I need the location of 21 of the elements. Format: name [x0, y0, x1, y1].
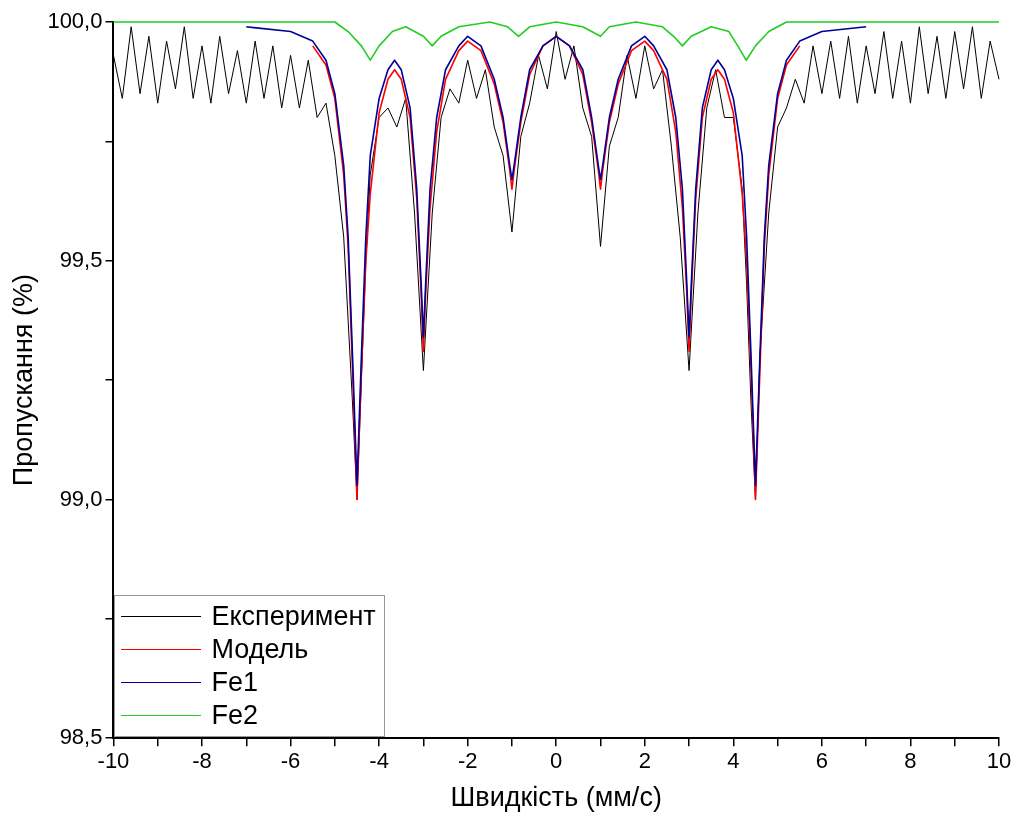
x-tick-label: -2	[457, 748, 478, 774]
x-tick-label: -6	[280, 748, 301, 774]
y-tick-label: 98,5	[59, 724, 103, 750]
x-tick-label: 10	[986, 748, 1012, 774]
x-tick-label: 2	[638, 748, 651, 774]
x-axis-title: Швидкість (мм/с)	[450, 782, 662, 813]
legend-label: Fe1	[211, 666, 258, 700]
x-tick-label: -10	[97, 748, 130, 774]
x-tick-label: 0	[550, 748, 563, 774]
x-tick-label: -4	[369, 748, 389, 774]
x-tick-label: 8	[904, 748, 917, 774]
x-tick-label: 6	[815, 748, 829, 774]
y-tick-label: 100,0	[47, 8, 103, 34]
x-tick-label: 4	[727, 748, 740, 774]
legend-label: Модель	[211, 633, 309, 667]
legend-label: Fe2	[211, 699, 258, 733]
legend-label: Експеримент	[211, 600, 376, 634]
x-tick-label: -8	[192, 748, 212, 774]
y-tick-label: 99,5	[59, 246, 103, 272]
y-tick-label: 99,0	[59, 485, 103, 511]
y-axis-title: Пропускання (%)	[7, 274, 38, 487]
